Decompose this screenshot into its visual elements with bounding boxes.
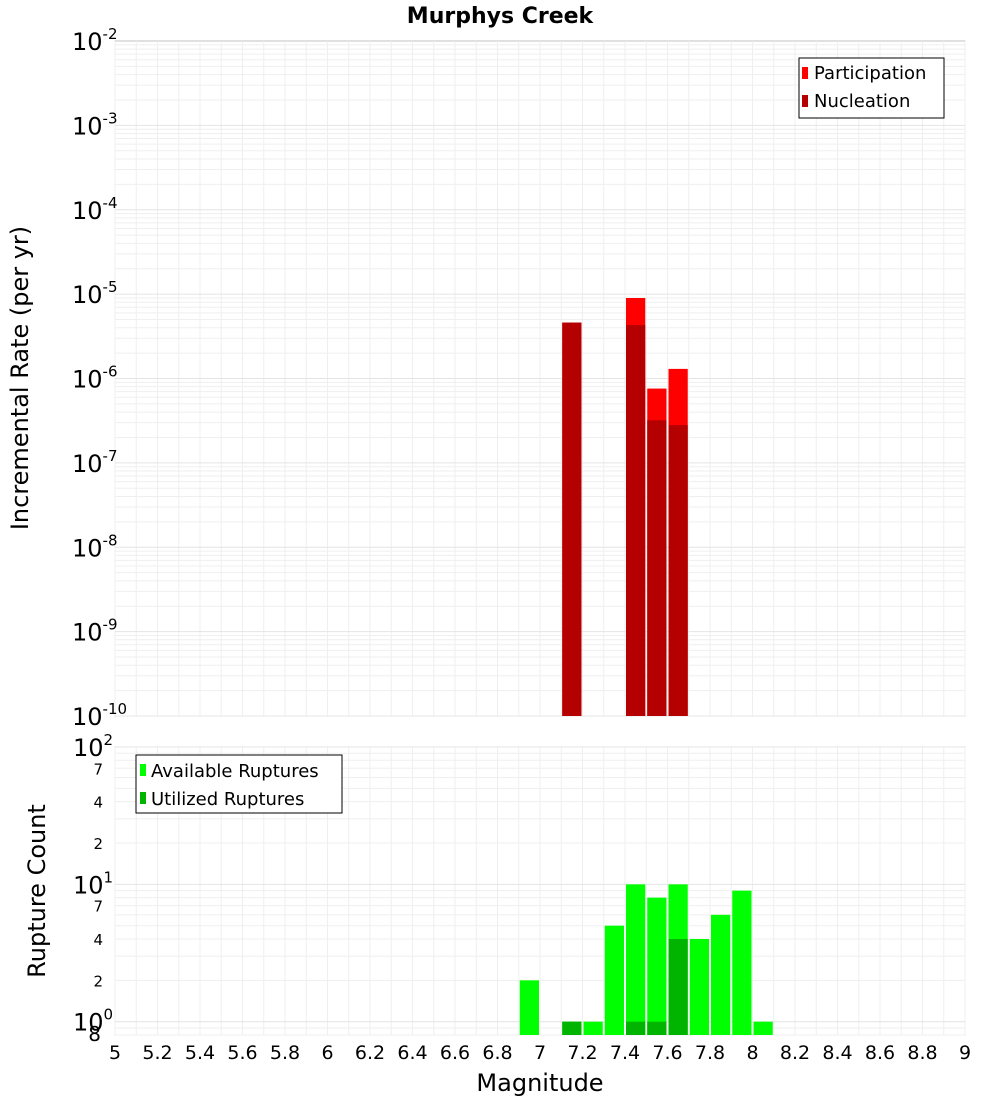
- available-ruptures-bar: [626, 884, 646, 1035]
- nucleation-bar: [626, 325, 646, 716]
- x-tick-label: 7.2: [567, 1042, 597, 1064]
- utilized-legend-label: Utilized Ruptures: [151, 789, 304, 810]
- nucleation-bar: [647, 420, 667, 716]
- count-y-minor-tick-label: 2: [93, 835, 103, 853]
- available-ruptures-bar: [583, 1021, 603, 1035]
- rate-panel: 10-10 10-9 10-8 10-7 10-6 10-5 10-4 10-3 10-2 In…: [6, 25, 966, 731]
- count-y-tick-label: 101: [73, 868, 113, 899]
- x-tick-label: 5.2: [142, 1042, 172, 1064]
- utilized-ruptures-bar: [647, 1021, 667, 1035]
- count-panel: 8 2 4 7 2 4 7 100 101 102 5 5.2 5.4 5.6 5.8 6 6.2 6.4 6.6…: [23, 731, 971, 1097]
- x-tick-label: 8.8: [907, 1042, 937, 1064]
- x-tick-label: 5: [109, 1042, 121, 1064]
- available-ruptures-bar: [711, 914, 731, 1035]
- participation-legend-label: Participation: [814, 63, 926, 84]
- count-y-tick-label: 100: [73, 1006, 113, 1037]
- count-y-minor-tick-label: 4: [93, 931, 103, 949]
- rate-grid: [114, 41, 966, 717]
- x-tick-label: 8.6: [865, 1042, 895, 1064]
- available-ruptures-bar: [604, 925, 624, 1035]
- count-y-minor-tick-label: 2: [93, 972, 103, 990]
- utilized-ruptures-bar: [626, 1021, 646, 1035]
- nucleation-bar: [668, 425, 688, 716]
- utilized-ruptures-bar: [668, 939, 688, 1035]
- x-tick-label: 9: [959, 1042, 971, 1064]
- x-tick-label: 8: [746, 1042, 758, 1064]
- x-tick-label: 5.4: [185, 1042, 215, 1064]
- rate-y-tick-label: 10-4: [72, 194, 118, 225]
- available-swatch: [140, 764, 146, 776]
- count-y-axis-ticks: 8 2 4 7 2 4 7 100 101 102: [73, 731, 113, 1046]
- rate-y-tick-label: 10-2: [72, 25, 118, 56]
- utilized-swatch: [140, 792, 146, 804]
- x-tick-label: 6.8: [482, 1042, 512, 1064]
- available-ruptures-bar: [647, 897, 667, 1035]
- count-y-minor-tick-label: 7: [93, 898, 103, 916]
- count-legend-box: [135, 754, 343, 814]
- chart-title: Murphys Creek: [407, 4, 595, 29]
- rate-y-tick-label: 10-10: [72, 700, 127, 731]
- rate-y-tick-label: 10-3: [72, 109, 118, 140]
- count-grid: [114, 746, 966, 1036]
- rate-y-axis-ticks: 10-10 10-9 10-8 10-7 10-6 10-5 10-4 10-3 10-2: [72, 25, 127, 731]
- available-ruptures-bar: [689, 939, 709, 1035]
- rate-y-tick-label: 10-6: [72, 363, 118, 394]
- rate-legend-box: [798, 57, 945, 119]
- available-ruptures-bar: [753, 1021, 773, 1035]
- available-ruptures-bar: [519, 980, 539, 1035]
- rate-legend: Participation Nucleation: [798, 57, 945, 119]
- count-y-minor-tick-label: 4: [93, 794, 103, 812]
- rate-bars: [562, 297, 688, 716]
- x-tick-label: 6: [321, 1042, 333, 1064]
- x-tick-label: 6.4: [397, 1042, 427, 1064]
- count-y-minor-tick-label: 8: [88, 1022, 101, 1046]
- x-tick-label: 7.6: [652, 1042, 682, 1064]
- x-tick-label: 7.8: [695, 1042, 725, 1064]
- count-y-axis-label: Rupture Count: [23, 804, 51, 978]
- utilized-ruptures-bar: [562, 1021, 582, 1035]
- x-tick-label: 6.6: [440, 1042, 470, 1064]
- x-tick-label: 8.4: [822, 1042, 852, 1064]
- rate-y-tick-label: 10-9: [72, 616, 118, 647]
- available-legend-label: Available Ruptures: [151, 761, 319, 782]
- rate-y-tick-label: 10-5: [72, 278, 118, 309]
- x-tick-label: 7.4: [610, 1042, 640, 1064]
- count-y-minor-tick-label: 7: [93, 760, 103, 778]
- x-tick-label: 7: [534, 1042, 546, 1064]
- x-tick-label: 5.6: [227, 1042, 257, 1064]
- count-y-tick-label: 102: [73, 731, 113, 762]
- magnitude-x-axis-ticks: 5 5.2 5.4 5.6 5.8 6 6.2 6.4 6.6 6.8 7 7.2 7.4 7.6 7.8 8…: [109, 1042, 971, 1064]
- nucleation-legend-label: Nucleation: [814, 91, 910, 112]
- available-ruptures-bar: [732, 890, 752, 1035]
- rate-y-axis-label: Incremental Rate (per yr): [6, 226, 34, 530]
- participation-swatch: [802, 67, 808, 79]
- count-legend: Available Ruptures Utilized Ruptures: [135, 754, 343, 814]
- x-tick-label: 8.2: [780, 1042, 810, 1064]
- x-tick-label: 6.2: [355, 1042, 385, 1064]
- rate-y-tick-label: 10-8: [72, 531, 118, 562]
- rate-y-tick-label: 10-7: [72, 447, 118, 478]
- x-tick-label: 5.8: [270, 1042, 300, 1064]
- nucleation-bar: [562, 322, 582, 716]
- x-axis-label: Magnitude: [476, 1069, 603, 1097]
- count-bars: [519, 884, 773, 1035]
- nucleation-swatch: [802, 95, 808, 107]
